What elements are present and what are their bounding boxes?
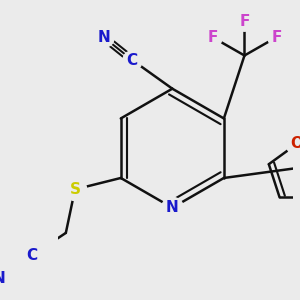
- Text: N: N: [97, 30, 110, 45]
- Text: F: F: [207, 30, 218, 45]
- Text: C: C: [26, 248, 37, 263]
- Text: N: N: [166, 200, 179, 215]
- Text: F: F: [239, 14, 250, 29]
- Text: F: F: [271, 30, 282, 45]
- Text: N: N: [0, 271, 6, 286]
- Text: C: C: [127, 52, 138, 68]
- Text: O: O: [291, 136, 300, 151]
- Text: S: S: [70, 182, 80, 197]
